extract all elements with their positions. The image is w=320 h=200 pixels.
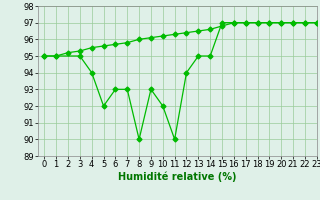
X-axis label: Humidité relative (%): Humidité relative (%) xyxy=(118,172,237,182)
